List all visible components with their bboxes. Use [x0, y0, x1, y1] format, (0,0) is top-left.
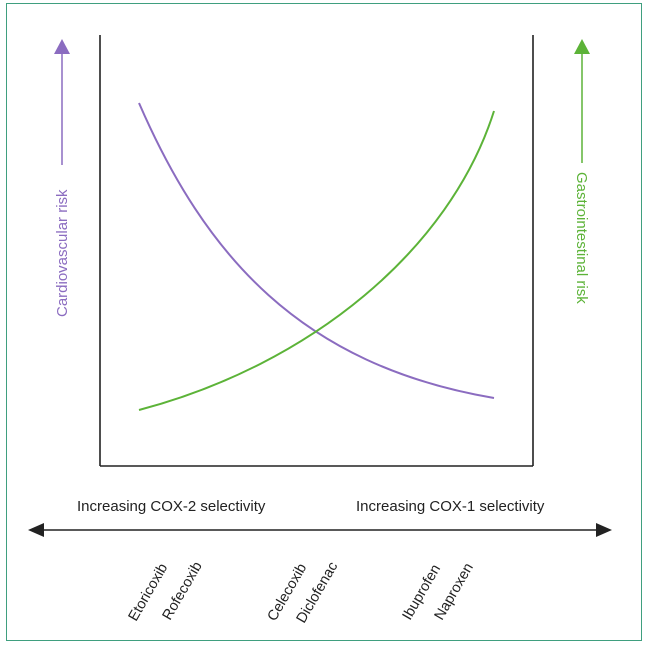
gastrointestinal-risk-label: Gastrointestinal risk	[573, 172, 590, 304]
selectivity-arrow-right-head	[596, 523, 612, 537]
cardiovascular-risk-curve	[138, 102, 495, 399]
gastrointestinal-risk-curve	[138, 110, 495, 411]
selectivity-arrow-left-head	[28, 523, 44, 537]
cardiovascular-risk-label: Cardiovascular risk	[54, 189, 71, 317]
cardiovascular-arrow-head	[54, 39, 70, 54]
cox1-selectivity-label: Increasing COX-1 selectivity	[356, 498, 545, 515]
gastrointestinal-arrow-head	[574, 39, 590, 54]
cox2-selectivity-label: Increasing COX-2 selectivity	[77, 498, 266, 515]
figure-frame	[6, 3, 642, 641]
